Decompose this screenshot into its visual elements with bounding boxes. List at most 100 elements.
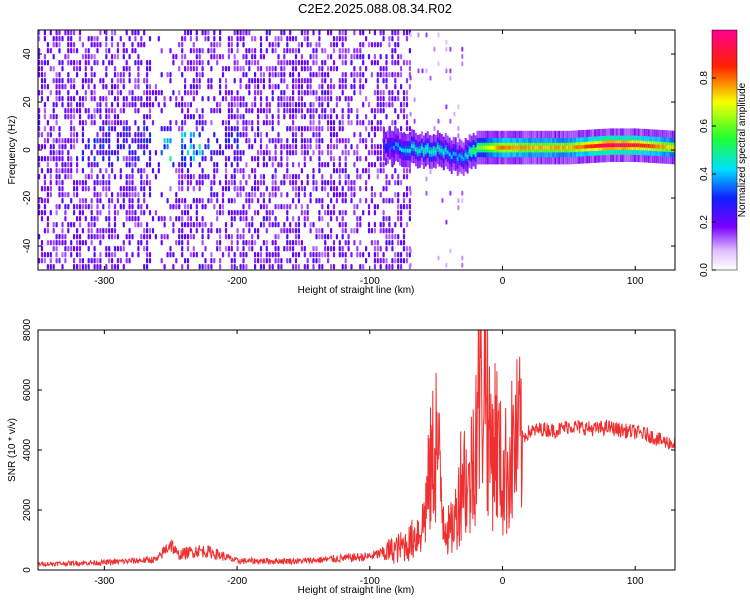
spectrogram-cell [365, 168, 368, 174]
spectrogram-cell [70, 144, 73, 150]
spectrogram-cell [160, 48, 163, 54]
spectrogram-cell [137, 156, 140, 162]
spectrogram-cell [93, 54, 96, 60]
spectrogram-cell [131, 210, 134, 216]
spectrogram-cell [146, 228, 149, 234]
spectrogram-cell [73, 114, 76, 120]
spectrogram-cell [175, 198, 178, 204]
spectrogram-cell [189, 48, 192, 54]
spectrogram-cell [233, 168, 236, 174]
spectrogram-cell [242, 132, 245, 138]
spectrogram-cell [350, 252, 353, 258]
spectrogram-cell [376, 96, 379, 102]
bottom-x-tick-label: -100 [360, 576, 380, 587]
spectrogram-cell [189, 156, 192, 162]
spectrogram-cell [315, 54, 318, 60]
spectrogram-cell [81, 156, 84, 162]
spectrogram-cell [344, 192, 347, 198]
spectrogram-cell [373, 162, 376, 168]
spectrogram-cell [216, 246, 219, 252]
spectrogram-cell [306, 90, 309, 96]
spectrogram-cell [376, 120, 379, 126]
spectrogram-cell [330, 42, 333, 48]
spectrogram-cell [230, 222, 233, 228]
spectrogram-cell [297, 222, 300, 228]
spectrogram-cell [76, 252, 79, 258]
spectrogram-cell [49, 30, 52, 36]
spectrogram-cell [341, 246, 344, 252]
spectrogram-cell [356, 246, 359, 252]
colorbar-tick-label: 0.2 [699, 215, 710, 229]
spectrogram-cell [210, 228, 213, 234]
spectrogram-cell [195, 150, 198, 156]
spectrogram-cell [151, 216, 155, 222]
spectrogram-cell [385, 174, 388, 180]
spectrogram-cell [309, 144, 312, 150]
spectrogram-cell [43, 258, 46, 264]
spectrogram-cell [166, 144, 169, 150]
spectrogram-cell [46, 96, 49, 102]
spectrogram-cell [184, 144, 187, 150]
spectrogram-cell [43, 36, 46, 42]
spectrogram-cell [335, 144, 338, 150]
spectrogram-cell [265, 204, 268, 210]
spectrogram-cell [55, 234, 58, 240]
spectrogram-cell [370, 150, 373, 156]
spectrogram-cell [143, 264, 146, 270]
spectrogram-cell [195, 54, 198, 60]
spectrogram-cell [335, 192, 338, 198]
spectrogram-cell [292, 180, 295, 186]
top-x-tick-label: -100 [360, 276, 380, 287]
spectrogram-cell [332, 120, 336, 126]
spectrogram-cell [175, 258, 178, 264]
spectrogram-cell [181, 228, 184, 234]
spectrogram-cell [186, 168, 190, 174]
spectrogram-cell [353, 150, 356, 156]
spectrogram-cell [300, 90, 303, 96]
spectrogram-cell [373, 42, 376, 48]
spectrogram-cell [309, 114, 312, 120]
spectrogram-cell [347, 102, 350, 108]
spectrogram-cell [254, 72, 257, 78]
spectrogram-cell [175, 54, 178, 60]
spectrogram-cell [373, 90, 376, 96]
spectrogram-cell [327, 222, 330, 228]
spectrogram-cell [324, 108, 327, 114]
spectrogram-cell [198, 162, 201, 168]
spectrogram-cell [70, 84, 73, 90]
spectrogram-cell [116, 264, 119, 270]
spectrogram-cell [312, 168, 315, 174]
spectrogram-cell [43, 156, 46, 162]
spectrogram-cell [122, 96, 125, 102]
spectrogram-cell [332, 60, 336, 66]
spectrogram-cell [265, 48, 268, 54]
spectrogram-cell [397, 264, 400, 270]
spectrogram-cell [330, 198, 333, 204]
spectrogram-cell [274, 192, 277, 198]
spectrogram-cell [102, 180, 105, 186]
spectrogram-cell [385, 78, 388, 84]
spectrogram-cell [143, 198, 146, 204]
spectrogram-cell [379, 96, 382, 102]
colorbar: 0.00.20.40.60.8 Normalized spectral ampl… [699, 29, 748, 277]
spectrogram-cell [254, 252, 257, 258]
spectrogram-cell [134, 96, 137, 102]
spectrogram-cell [265, 132, 268, 138]
spectrogram-cell [421, 68, 424, 74]
spectrogram-cell [271, 66, 274, 72]
spectrogram-cell [388, 198, 391, 204]
spectrogram-cell [76, 228, 79, 234]
spectrogram-cell [148, 210, 152, 216]
spectrogram-cell [175, 216, 178, 222]
spectrogram-cell [251, 246, 254, 252]
spectrogram-cell [198, 54, 201, 60]
spectrogram-cell [306, 258, 309, 264]
spectrogram-cell [204, 120, 207, 126]
spectrogram-cell [245, 192, 248, 198]
spectrogram-cell [400, 54, 403, 60]
top-x-axis: -300 -200 -100 0 100 [94, 30, 644, 287]
spectrogram-cell [341, 72, 344, 78]
spectrogram-cell [294, 264, 298, 270]
spectrogram-cell [201, 240, 204, 246]
spectrogram-cell [262, 258, 265, 264]
